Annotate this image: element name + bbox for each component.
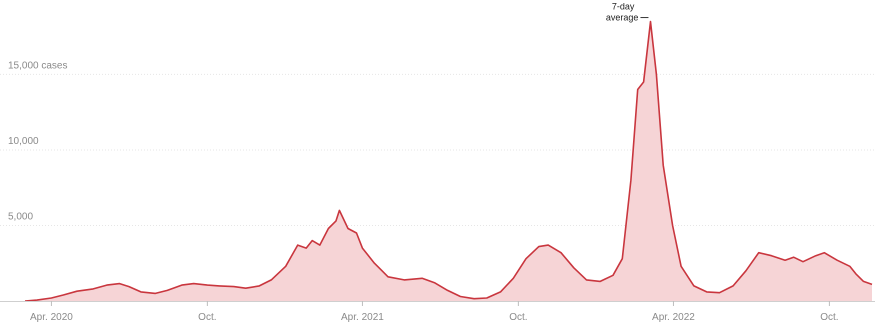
annotation-line-1: 7-day <box>612 2 635 12</box>
x-tick-label: Oct. <box>198 312 216 323</box>
x-tick-labels: Apr. 2020 Oct. Apr. 2021 Oct. Apr. 2022 Oct. <box>30 301 839 323</box>
x-tick-label: Oct. <box>509 312 527 323</box>
y-tick-labels: 5,000 10,000 15,000 cases <box>8 60 68 222</box>
seven-day-average-area <box>25 21 872 301</box>
y-tick-label: 10,000 <box>8 136 39 147</box>
annotation-line-2: average <box>606 13 639 23</box>
seven-day-average-annotation: 7-day average <box>606 2 649 23</box>
x-tick-label: Apr. 2022 <box>652 312 695 323</box>
gridlines <box>0 73 875 226</box>
x-tick-label: Apr. 2020 <box>30 312 73 323</box>
x-tick-label: Oct. <box>820 312 838 323</box>
x-tick-label: Apr. 2021 <box>341 312 384 323</box>
y-tick-label: 15,000 cases <box>8 60 68 71</box>
seven-day-average-line <box>24 20 873 302</box>
y-tick-label: 5,000 <box>8 211 33 222</box>
